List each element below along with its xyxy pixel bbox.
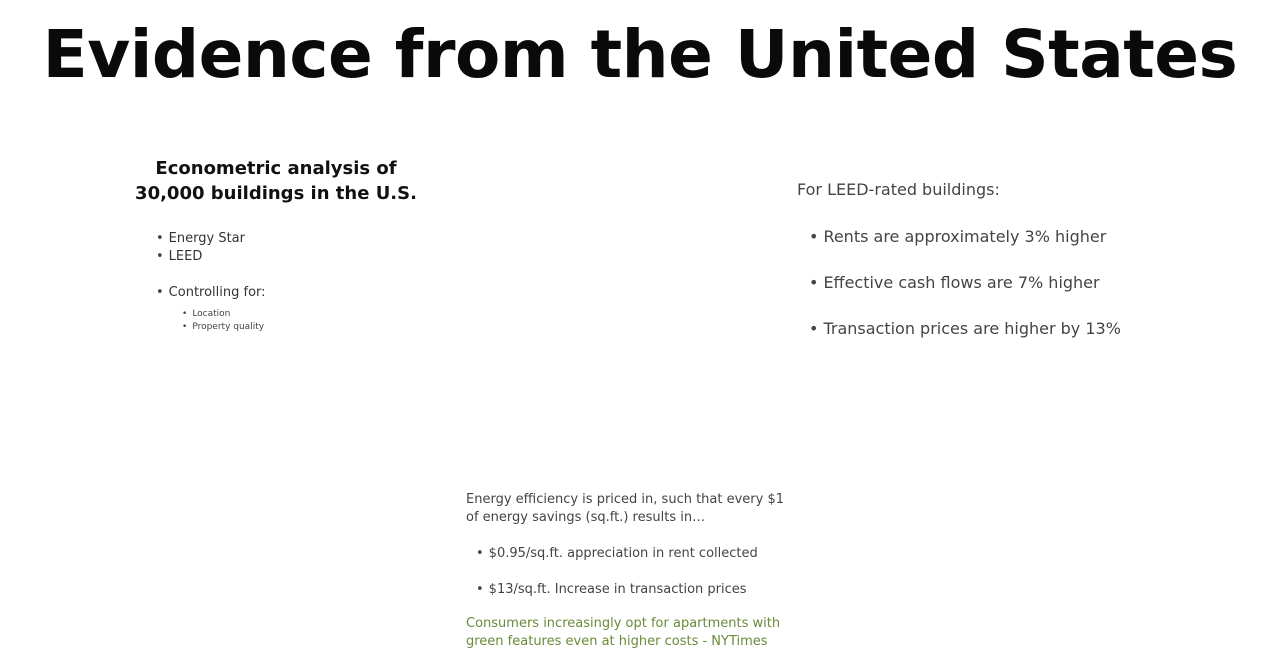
left-bullet-list: Energy Star LEED Controlling for: Locati… [156,230,266,334]
bottom-bullet-rent-appreciation: $0.95/sq.ft. appreciation in rent collec… [476,545,786,563]
left-heading: Econometric analysis of 30,000 buildings… [135,158,417,204]
bottom-bullet-transaction-increase: $13/sq.ft. Increase in transaction price… [476,581,786,599]
left-bullet-leed: LEED [156,248,266,266]
right-bullet-transaction-prices: Transaction prices are higher by 13% [809,318,1237,340]
left-sub-bullet-location: Location [182,308,266,321]
right-bullet-rents: Rents are approximately 3% higher [809,226,1237,248]
nytimes-quote: Consumers increasingly opt for apartment… [466,616,781,649]
right-intro: For LEED-rated buildings: [797,180,1000,199]
right-bullet-list: Rents are approximately 3% higher Effect… [797,226,1237,340]
left-sub-bullet-property-quality: Property quality [182,321,266,334]
left-bullet-controlling-label: Controlling for: [156,285,266,300]
right-section: For LEED-rated buildings: Rents are appr… [797,178,1237,364]
bottom-intro: Energy efficiency is priced in, such tha… [466,492,785,525]
left-bullet-energy-star: Energy Star [156,230,266,248]
left-sub-list: Location Property quality [156,308,266,334]
bottom-bullet-list: $0.95/sq.ft. appreciation in rent collec… [466,545,786,599]
bottom-section: Energy efficiency is priced in, such tha… [466,491,786,651]
left-bullet-controlling-for: Controlling for: Location Property quali… [156,284,266,334]
slide-title: Evidence from the United States [42,16,1238,93]
right-bullet-cash-flows: Effective cash flows are 7% higher [809,272,1237,294]
left-section: Econometric analysis of 30,000 buildings… [120,156,432,332]
